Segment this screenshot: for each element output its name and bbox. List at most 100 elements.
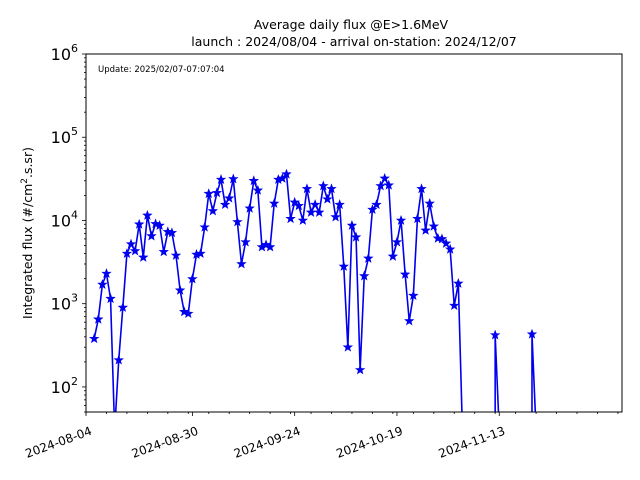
data-point [228, 173, 239, 184]
y-tick-label: 103 [51, 292, 78, 314]
data-point [301, 183, 313, 194]
data-point [154, 220, 165, 230]
data-point [399, 268, 411, 279]
data-point [293, 200, 304, 211]
data-point [326, 183, 337, 194]
data-point [179, 306, 190, 317]
data-point [309, 199, 321, 210]
data-point [269, 198, 280, 208]
chart-title-line1: Average daily flux @E>1.6MeV [254, 17, 449, 32]
y-axis-label: Integrated flux (#/cm2.s.sr) [20, 147, 35, 319]
data-point [142, 209, 153, 220]
data-point [203, 188, 214, 199]
data-point [129, 245, 141, 256]
data-point [404, 315, 415, 326]
data-point [232, 216, 243, 227]
data-point [420, 224, 431, 235]
data-point [93, 313, 104, 324]
data-point [170, 249, 182, 260]
data-point [297, 215, 309, 225]
data-point [334, 199, 345, 210]
x-tick-label: 2024-09-24 [232, 424, 302, 461]
data-point [449, 300, 460, 310]
data-point [121, 248, 133, 259]
data-point [440, 237, 452, 248]
data-point [526, 328, 538, 339]
data-point [97, 279, 108, 289]
data-point [125, 238, 137, 249]
data-point [354, 364, 366, 375]
data-point [322, 193, 333, 204]
data-point [453, 278, 464, 288]
data-point [158, 246, 169, 257]
data-point [408, 290, 419, 301]
data-point [166, 227, 178, 238]
data-point [391, 236, 403, 247]
x-axis: 2024-08-04 2024-08-30 2024-09-24 2024-10-19… [23, 412, 619, 461]
data-point [195, 248, 206, 259]
data-point [183, 308, 194, 319]
data-point [224, 192, 235, 203]
data-point [330, 211, 341, 222]
data-point [428, 220, 439, 231]
data-point [281, 168, 292, 179]
y-tick-label: 105 [51, 125, 78, 147]
x-tick-label: 2024-08-04 [23, 424, 93, 461]
data-point [314, 206, 325, 217]
data-point [489, 329, 501, 340]
update-annotation: Update: 2025/02/07-07:07:04 [98, 65, 225, 75]
data-point [211, 187, 223, 198]
data-point [117, 302, 129, 312]
data-point [134, 218, 145, 229]
data-point [350, 231, 362, 242]
data-point [264, 241, 276, 252]
data-point [105, 293, 116, 304]
chart-title-line2: launch : 2024/08/04 - arrival on-station… [191, 34, 516, 49]
data-point [236, 258, 247, 269]
data-point [416, 183, 427, 194]
x-tick-label: 2024-10-19 [334, 424, 404, 461]
data-point [338, 261, 349, 271]
data-point [113, 354, 124, 365]
data-point [174, 284, 186, 295]
data-point [424, 198, 435, 208]
data-point [260, 239, 272, 250]
data-point [285, 213, 296, 224]
data-point [219, 199, 231, 210]
data-point [436, 233, 448, 244]
data-point [207, 205, 219, 216]
data-point [138, 251, 149, 262]
data-point [240, 236, 251, 247]
data-point [371, 199, 382, 210]
data-point [318, 180, 329, 191]
data-point [187, 273, 198, 284]
data-point [359, 270, 370, 281]
data-point [101, 268, 112, 279]
data-point [199, 221, 210, 232]
data-point [88, 333, 100, 344]
data-point [444, 243, 456, 254]
data-point [305, 206, 317, 217]
data-point [244, 202, 255, 213]
data-point [387, 250, 399, 261]
series-line [93, 173, 537, 412]
data-point [252, 184, 264, 195]
data-point [346, 220, 358, 230]
data-point [363, 252, 374, 263]
y-axis: 102 103 104 105 106 [51, 42, 86, 413]
data-point [146, 230, 157, 241]
x-tick-label: 2024-11-13 [437, 424, 507, 461]
y-tick-label: 106 [51, 42, 78, 64]
data-point [375, 180, 386, 191]
data-point [215, 174, 227, 184]
data-point [379, 172, 390, 183]
data-point [412, 213, 423, 224]
data-point [367, 204, 378, 215]
y-axis-label-superscript: 2 [20, 178, 30, 184]
data-point [383, 179, 394, 190]
data-point [395, 215, 407, 225]
y-tick-label: 102 [51, 375, 78, 397]
y-tick-label: 104 [51, 208, 78, 230]
plot-area: Update: 2025/02/07-07:07:04 [85, 53, 623, 413]
